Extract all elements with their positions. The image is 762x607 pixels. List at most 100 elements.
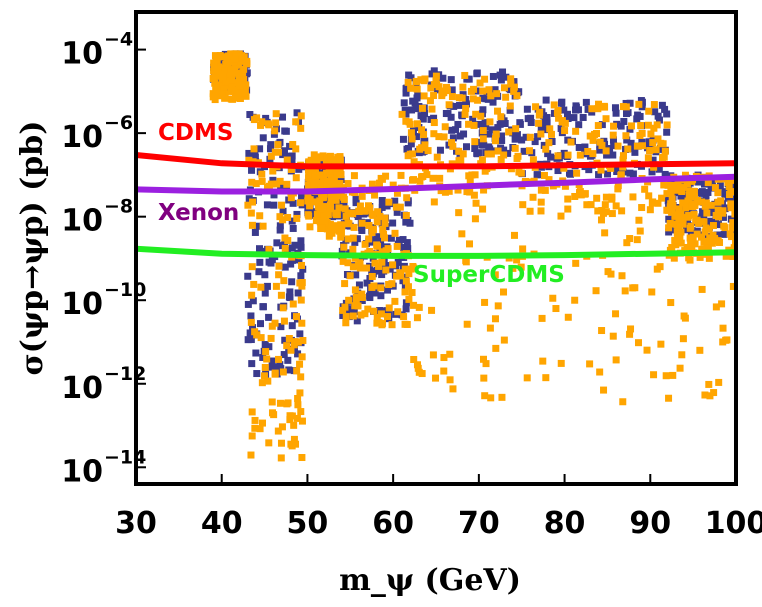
scatter-point — [212, 86, 220, 94]
scatter-point — [682, 204, 690, 212]
scatter-point — [288, 322, 296, 330]
scatter-point — [564, 313, 572, 321]
scatter-point — [638, 98, 646, 106]
scatter-point — [345, 296, 353, 304]
scatter-point — [478, 141, 486, 149]
scatter-point — [650, 101, 658, 109]
scatter-point — [730, 244, 736, 252]
scatter-point — [696, 346, 704, 354]
scatter-point — [289, 199, 297, 207]
scatter-point — [448, 93, 456, 101]
scatter-point — [690, 211, 698, 219]
scatter-point — [626, 330, 634, 338]
scatter-point — [360, 207, 368, 215]
scatter-point — [463, 75, 471, 83]
scatter-point — [371, 267, 379, 275]
scatter-point — [361, 310, 369, 318]
scatter-point — [481, 392, 489, 400]
scatter-point — [298, 319, 306, 327]
scatter-point — [729, 224, 736, 232]
scatter-point — [415, 303, 423, 311]
scatter-point — [472, 199, 480, 207]
scatter-point — [702, 199, 710, 207]
scatter-point — [560, 149, 568, 157]
scatter-point — [669, 220, 677, 228]
scatter-point — [400, 99, 408, 107]
scatter-point — [512, 125, 520, 133]
scatter-point — [286, 416, 294, 424]
scatter-point — [480, 355, 488, 363]
scatter-point — [537, 207, 545, 215]
scatter-point — [337, 232, 345, 240]
scatter-point — [350, 223, 358, 231]
scatter-point — [316, 179, 324, 187]
scatter-point — [292, 313, 300, 321]
scatter-point — [671, 236, 679, 244]
scatter-point — [441, 123, 449, 131]
scatter-point — [355, 207, 363, 215]
exclusion-curves — [136, 152, 736, 259]
scatter-point — [374, 242, 382, 250]
scatter-point — [638, 204, 646, 212]
scatter-point — [619, 152, 627, 160]
scatter-point — [474, 96, 482, 104]
scatter-point — [702, 224, 710, 232]
scatter-point — [289, 224, 297, 232]
scatter-point — [509, 129, 517, 137]
scatter-point — [254, 222, 262, 230]
scatter-point — [228, 86, 236, 94]
scatter-point — [283, 180, 291, 188]
scatter-point — [604, 268, 612, 276]
scatter-point — [305, 212, 313, 220]
scatter-point — [629, 144, 637, 152]
scatter-point — [714, 206, 722, 214]
scatter-point — [276, 226, 284, 234]
scatter-point — [532, 103, 540, 111]
scatter-point — [609, 332, 617, 340]
scatter-point — [401, 320, 409, 328]
scatter-point — [287, 440, 295, 448]
scatter-point — [690, 188, 698, 196]
scatter-point — [698, 213, 706, 221]
scatter-point — [652, 146, 660, 154]
scatter-point — [220, 85, 228, 93]
scatter-point — [704, 188, 712, 196]
scatter-point — [398, 110, 406, 118]
scatter-point — [650, 163, 658, 171]
scatter-point — [470, 121, 478, 129]
scatter-point — [711, 184, 719, 192]
scatter-point — [513, 154, 521, 162]
scatter-point — [517, 263, 525, 271]
y-tick-exponent: −14 — [104, 446, 146, 468]
scatter-point — [421, 75, 429, 83]
scatter-point — [294, 401, 302, 409]
scatter-point — [231, 55, 239, 63]
scatter-point — [533, 171, 541, 179]
scatter-point — [560, 106, 568, 114]
scatter-point — [358, 226, 366, 234]
scatter-point — [345, 220, 353, 228]
scatter-point — [611, 104, 619, 112]
scatter-point — [278, 201, 286, 209]
scatter-point — [405, 270, 413, 278]
scatter-point — [447, 76, 455, 84]
scatter-point — [325, 166, 333, 174]
scatter-point — [500, 117, 508, 125]
scatter-point — [701, 391, 709, 399]
scatter-point — [650, 124, 658, 132]
scatter-point — [714, 221, 722, 229]
scatter-point — [511, 144, 519, 152]
scatter-point — [687, 222, 695, 230]
scatter-point — [462, 100, 470, 108]
scatter-point — [240, 53, 248, 61]
scatter-point — [609, 151, 617, 159]
scatter-point — [267, 152, 275, 160]
scatter-point — [485, 130, 493, 138]
scatter-point — [414, 364, 422, 372]
scatter-point — [353, 317, 361, 325]
scatter-point — [488, 126, 496, 134]
scatter-point — [728, 233, 736, 241]
scatter-point — [401, 288, 409, 296]
scatter-point — [330, 223, 338, 231]
scatter-point — [430, 81, 438, 89]
